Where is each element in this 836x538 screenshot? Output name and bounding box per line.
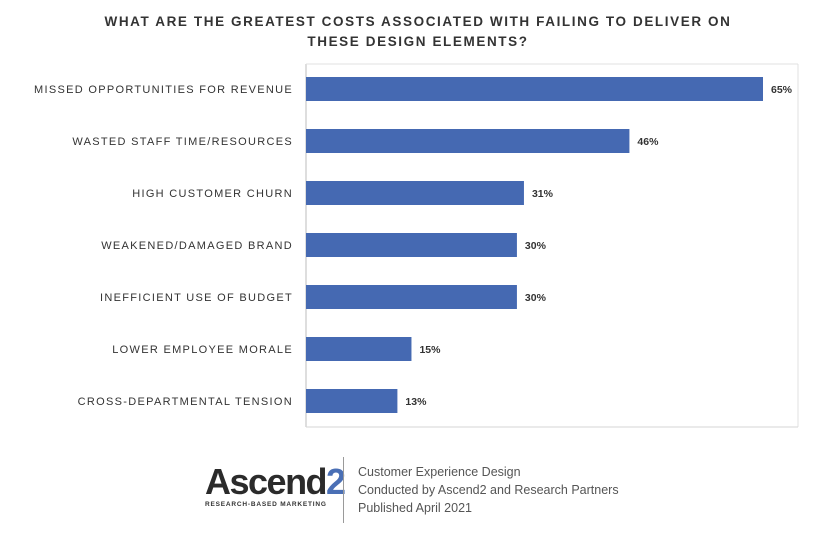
chart-title-line2: THESE DESIGN ELEMENTS?	[307, 34, 529, 49]
footer-line-conducted: Conducted by Ascend2 and Research Partne…	[358, 483, 619, 497]
value-label: 46%	[637, 136, 659, 148]
value-label: 65%	[771, 84, 793, 96]
logo-main-text: Ascend	[205, 461, 328, 502]
value-label: 30%	[525, 240, 547, 252]
logo-digit: 2	[326, 461, 346, 502]
category-label: LOWER EMPLOYEE MORALE	[112, 344, 293, 356]
logo-wordmark: Ascend2	[205, 461, 346, 502]
category-label: CROSS-DEPARTMENTAL TENSION	[78, 396, 293, 408]
footer-line-report: Customer Experience Design	[358, 465, 521, 479]
footer-info: Customer Experience Design Conducted by …	[358, 463, 619, 517]
category-label: INEFFICIENT USE OF BUDGET	[100, 292, 293, 304]
bar	[306, 389, 398, 413]
category-label: WEAKENED/DAMAGED BRAND	[101, 240, 293, 252]
bar	[306, 285, 517, 309]
bar	[306, 77, 763, 101]
bar-chart: MISSED OPPORTUNITIES FOR REVENUE 65% WASTE…	[34, 63, 799, 428]
footer-line-published: Published April 2021	[358, 501, 472, 515]
footer-divider	[343, 457, 344, 523]
logo-tagline: RESEARCH-BASED MARKETING	[205, 501, 327, 508]
chart-title-line1: WHAT ARE THE GREATEST COSTS ASSOCIATED W…	[104, 14, 732, 29]
category-label: MISSED OPPORTUNITIES FOR REVENUE	[34, 84, 293, 96]
category-label: HIGH CUSTOMER CHURN	[132, 188, 293, 200]
value-label: 13%	[405, 396, 427, 408]
value-label: 15%	[419, 344, 441, 356]
bar	[306, 129, 630, 153]
chart-title: WHAT ARE THE GREATEST COSTS ASSOCIATED W…	[0, 12, 836, 52]
value-label: 31%	[532, 188, 554, 200]
bar	[306, 181, 524, 205]
category-label: WASTED STAFF TIME/RESOURCES	[72, 136, 293, 148]
bar	[306, 337, 412, 361]
value-label: 30%	[525, 292, 547, 304]
bar	[306, 233, 517, 257]
ascend2-logo: Ascend2 RESEARCH-BASED MARKETING	[205, 461, 346, 509]
